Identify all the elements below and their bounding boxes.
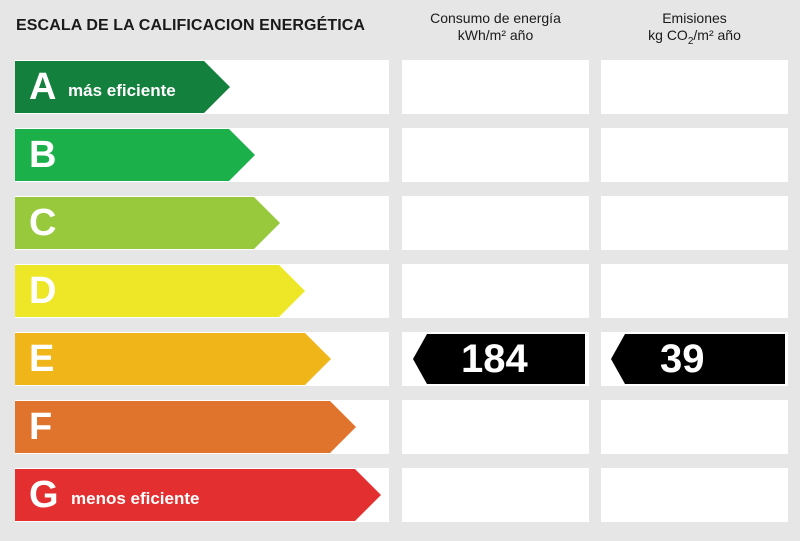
consumption-value: 184: [461, 337, 528, 381]
grade-arrow-d: D: [15, 265, 305, 317]
consumption-cell: [402, 128, 589, 182]
grade-label: más eficiente: [68, 81, 176, 100]
consumption-header-line1: Consumo de energía: [430, 10, 561, 26]
emissions-cell: [601, 60, 788, 114]
emissions-header-line2: kg CO2/m² año: [601, 27, 788, 50]
grade-row-b: B: [0, 128, 800, 182]
emissions-value-marker: 39: [611, 334, 785, 384]
grade-arrow-b: B: [15, 129, 255, 181]
grade-row-f: F: [0, 400, 800, 454]
grade-letter: C: [29, 202, 57, 244]
grade-arrow-f: F: [15, 401, 356, 453]
emissions-header: Emisiones kg CO2/m² año: [601, 10, 788, 50]
emissions-value: 39: [660, 337, 705, 381]
emissions-unit-sub: 2: [687, 35, 694, 47]
emissions-cell: [601, 196, 788, 250]
grade-letter: B: [29, 134, 57, 176]
grade-row-d: D: [0, 264, 800, 318]
grade-letter: D: [29, 270, 57, 312]
consumption-cell: [402, 264, 589, 318]
emissions-cell: [601, 264, 788, 318]
grade-row-c: C: [0, 196, 800, 250]
grade-arrow-c: C: [15, 197, 280, 249]
emissions-cell: [601, 468, 788, 522]
grade-row-e: E 184 39: [0, 332, 800, 386]
consumption-value-marker: 184: [413, 334, 585, 384]
consumption-header: Consumo de energía kWh/m² año: [402, 10, 589, 44]
emissions-unit-pre: kg CO: [648, 27, 688, 43]
grade-letter: F: [29, 406, 53, 448]
grade-letter: G: [29, 474, 59, 516]
grade-label: menos eficiente: [71, 489, 200, 508]
consumption-cell: [402, 196, 589, 250]
emissions-unit-post: /m² año: [693, 27, 741, 43]
grade-letter: A: [29, 66, 57, 108]
emissions-header-line1: Emisiones: [662, 10, 727, 26]
consumption-header-line2: kWh/m² año: [457, 27, 534, 43]
grade-letter: E: [29, 338, 55, 380]
grade-arrow-e: E: [15, 333, 331, 385]
page-title: ESCALA DE LA CALIFICACION ENERGÉTICA: [16, 17, 366, 34]
consumption-cell: [402, 400, 589, 454]
consumption-cell: [402, 60, 589, 114]
emissions-cell: [601, 128, 788, 182]
emissions-cell: [601, 400, 788, 454]
consumption-cell: [402, 468, 589, 522]
